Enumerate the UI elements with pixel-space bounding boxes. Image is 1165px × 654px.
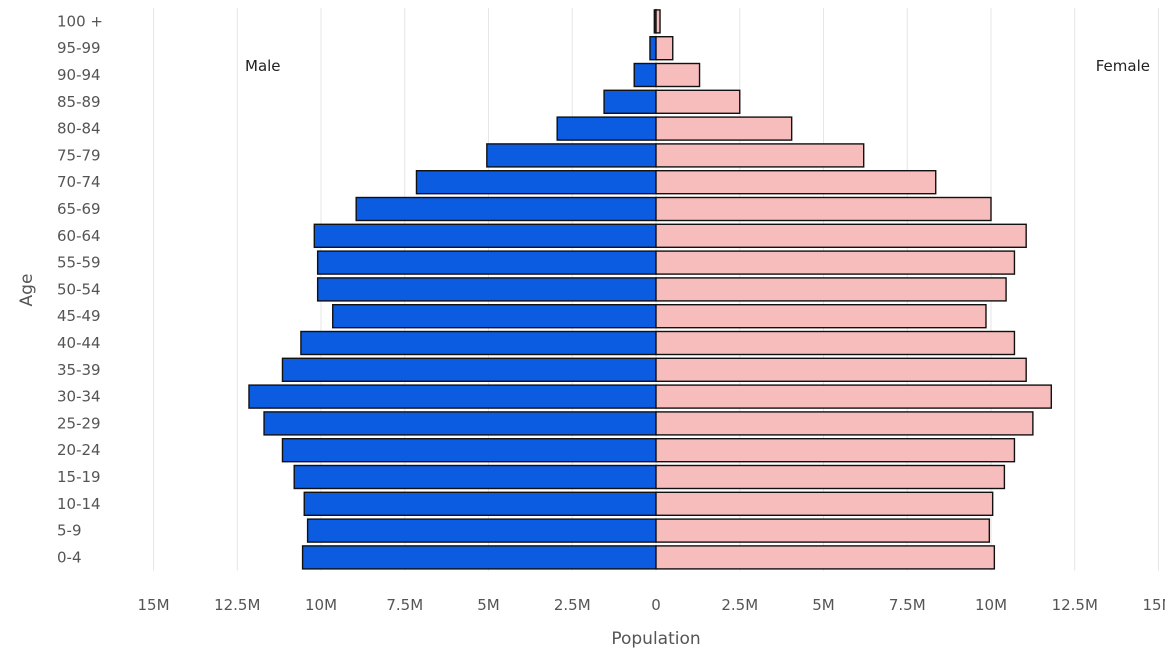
bar-female-35-39 <box>655 357 1027 382</box>
bar-male-20-24 <box>281 438 657 463</box>
x-tick-label: 12.5M <box>214 596 260 614</box>
y-tick-label: 25-29 <box>57 414 101 432</box>
y-tick-label: 40-44 <box>57 334 101 352</box>
y-tick-label: 55-59 <box>57 254 101 272</box>
bar-female-40-44 <box>655 330 1016 356</box>
x-tick-label: 15M <box>137 596 169 614</box>
y-tick-label: 80-84 <box>57 120 101 138</box>
y-tick-label: 75-79 <box>57 146 101 164</box>
x-tick-label: 2.5M <box>554 596 591 614</box>
x-axis-title: Population <box>611 629 700 649</box>
bar-female-80-84 <box>655 116 793 141</box>
bar-female-55-59 <box>655 250 1016 275</box>
bar-female-95-99 <box>655 36 674 61</box>
bar-male-75-79 <box>486 143 657 168</box>
bar-male-50-54 <box>316 277 657 302</box>
bars <box>248 9 1052 570</box>
y-tick-label: 65-69 <box>57 200 101 218</box>
y-tick-label: 60-64 <box>57 227 101 245</box>
bar-female-20-24 <box>655 438 1016 463</box>
y-tick-label: 30-34 <box>57 388 101 406</box>
y-tick-label: 0-4 <box>57 548 82 566</box>
y-tick-label: 50-54 <box>57 280 101 298</box>
y-tick-label: 90-94 <box>57 66 101 84</box>
bar-male-30-34 <box>248 384 657 409</box>
bar-male-45-49 <box>332 304 657 329</box>
y-tick-label: 35-39 <box>57 361 101 379</box>
bar-male-80-84 <box>556 116 657 141</box>
bar-female-10-14 <box>655 491 994 516</box>
y-tick-label: 45-49 <box>57 307 101 325</box>
bar-male-60-64 <box>313 223 657 249</box>
bar-male-25-29 <box>263 411 657 436</box>
x-tick-label: 10M <box>305 596 337 614</box>
bar-female-15-19 <box>655 464 1006 490</box>
side-label-female: Female <box>1096 57 1150 75</box>
bar-male-15-19 <box>293 464 657 490</box>
x-tick-label: 15M <box>1142 596 1165 614</box>
bar-male-70-74 <box>415 169 657 195</box>
bar-male-55-59 <box>316 250 657 275</box>
bar-male-5-9 <box>306 518 657 543</box>
bar-male-90-94 <box>633 62 657 88</box>
bar-female-75-79 <box>655 143 865 168</box>
x-tick-label: 12.5M <box>1052 596 1098 614</box>
y-tick-label: 70-74 <box>57 173 101 191</box>
x-tick-label: 0 <box>651 596 661 614</box>
bar-male-0-4 <box>301 545 657 570</box>
y-tick-label: 5-9 <box>57 522 82 540</box>
x-tick-label: 5M <box>812 596 835 614</box>
bar-male-35-39 <box>281 357 657 382</box>
bar-male-85-89 <box>603 89 657 115</box>
bar-female-90-94 <box>655 62 701 88</box>
x-tick-label: 10M <box>975 596 1007 614</box>
bar-female-30-34 <box>655 384 1052 409</box>
bar-female-0-4 <box>655 545 996 570</box>
bar-male-95-99 <box>649 36 657 61</box>
side-label-male: Male <box>245 57 281 75</box>
bar-male-10-14 <box>303 491 657 516</box>
y-tick-label: 15-19 <box>57 468 101 486</box>
x-tick-label: 7.5M <box>889 596 926 614</box>
bar-female-70-74 <box>655 169 937 195</box>
bar-female-25-29 <box>655 411 1034 436</box>
bar-female-65-69 <box>655 196 992 222</box>
x-tick-label: 5M <box>477 596 500 614</box>
y-tick-label: 85-89 <box>57 93 101 111</box>
bar-female-5-9 <box>655 518 991 543</box>
y-tick-label: 20-24 <box>57 441 101 459</box>
y-axis-title: Age <box>17 274 37 307</box>
y-tick-label: 10-14 <box>57 495 101 513</box>
x-tick-label: 2.5M <box>721 596 758 614</box>
y-tick-label: 95-99 <box>57 39 101 57</box>
bar-female-85-89 <box>655 89 741 115</box>
bar-female-60-64 <box>655 223 1027 249</box>
bar-male-65-69 <box>355 196 657 222</box>
y-tick-label: 100 + <box>57 12 103 30</box>
bar-female-100 <box>655 9 661 34</box>
bar-female-50-54 <box>655 277 1007 302</box>
y-tick-labels: 0-4 5-9 10-14 15-19 20-24 25-29 30-34 35-39 40-4… <box>57 12 103 566</box>
bar-female-45-49 <box>655 304 987 329</box>
x-tick-label: 7.5M <box>386 596 423 614</box>
x-tick-labels: 15M 12.5M 10M 7.5M 5M 2.5M 0 2.5M 5M 7.5M 10M 12.5M… <box>137 596 1165 614</box>
bar-male-40-44 <box>300 330 657 356</box>
